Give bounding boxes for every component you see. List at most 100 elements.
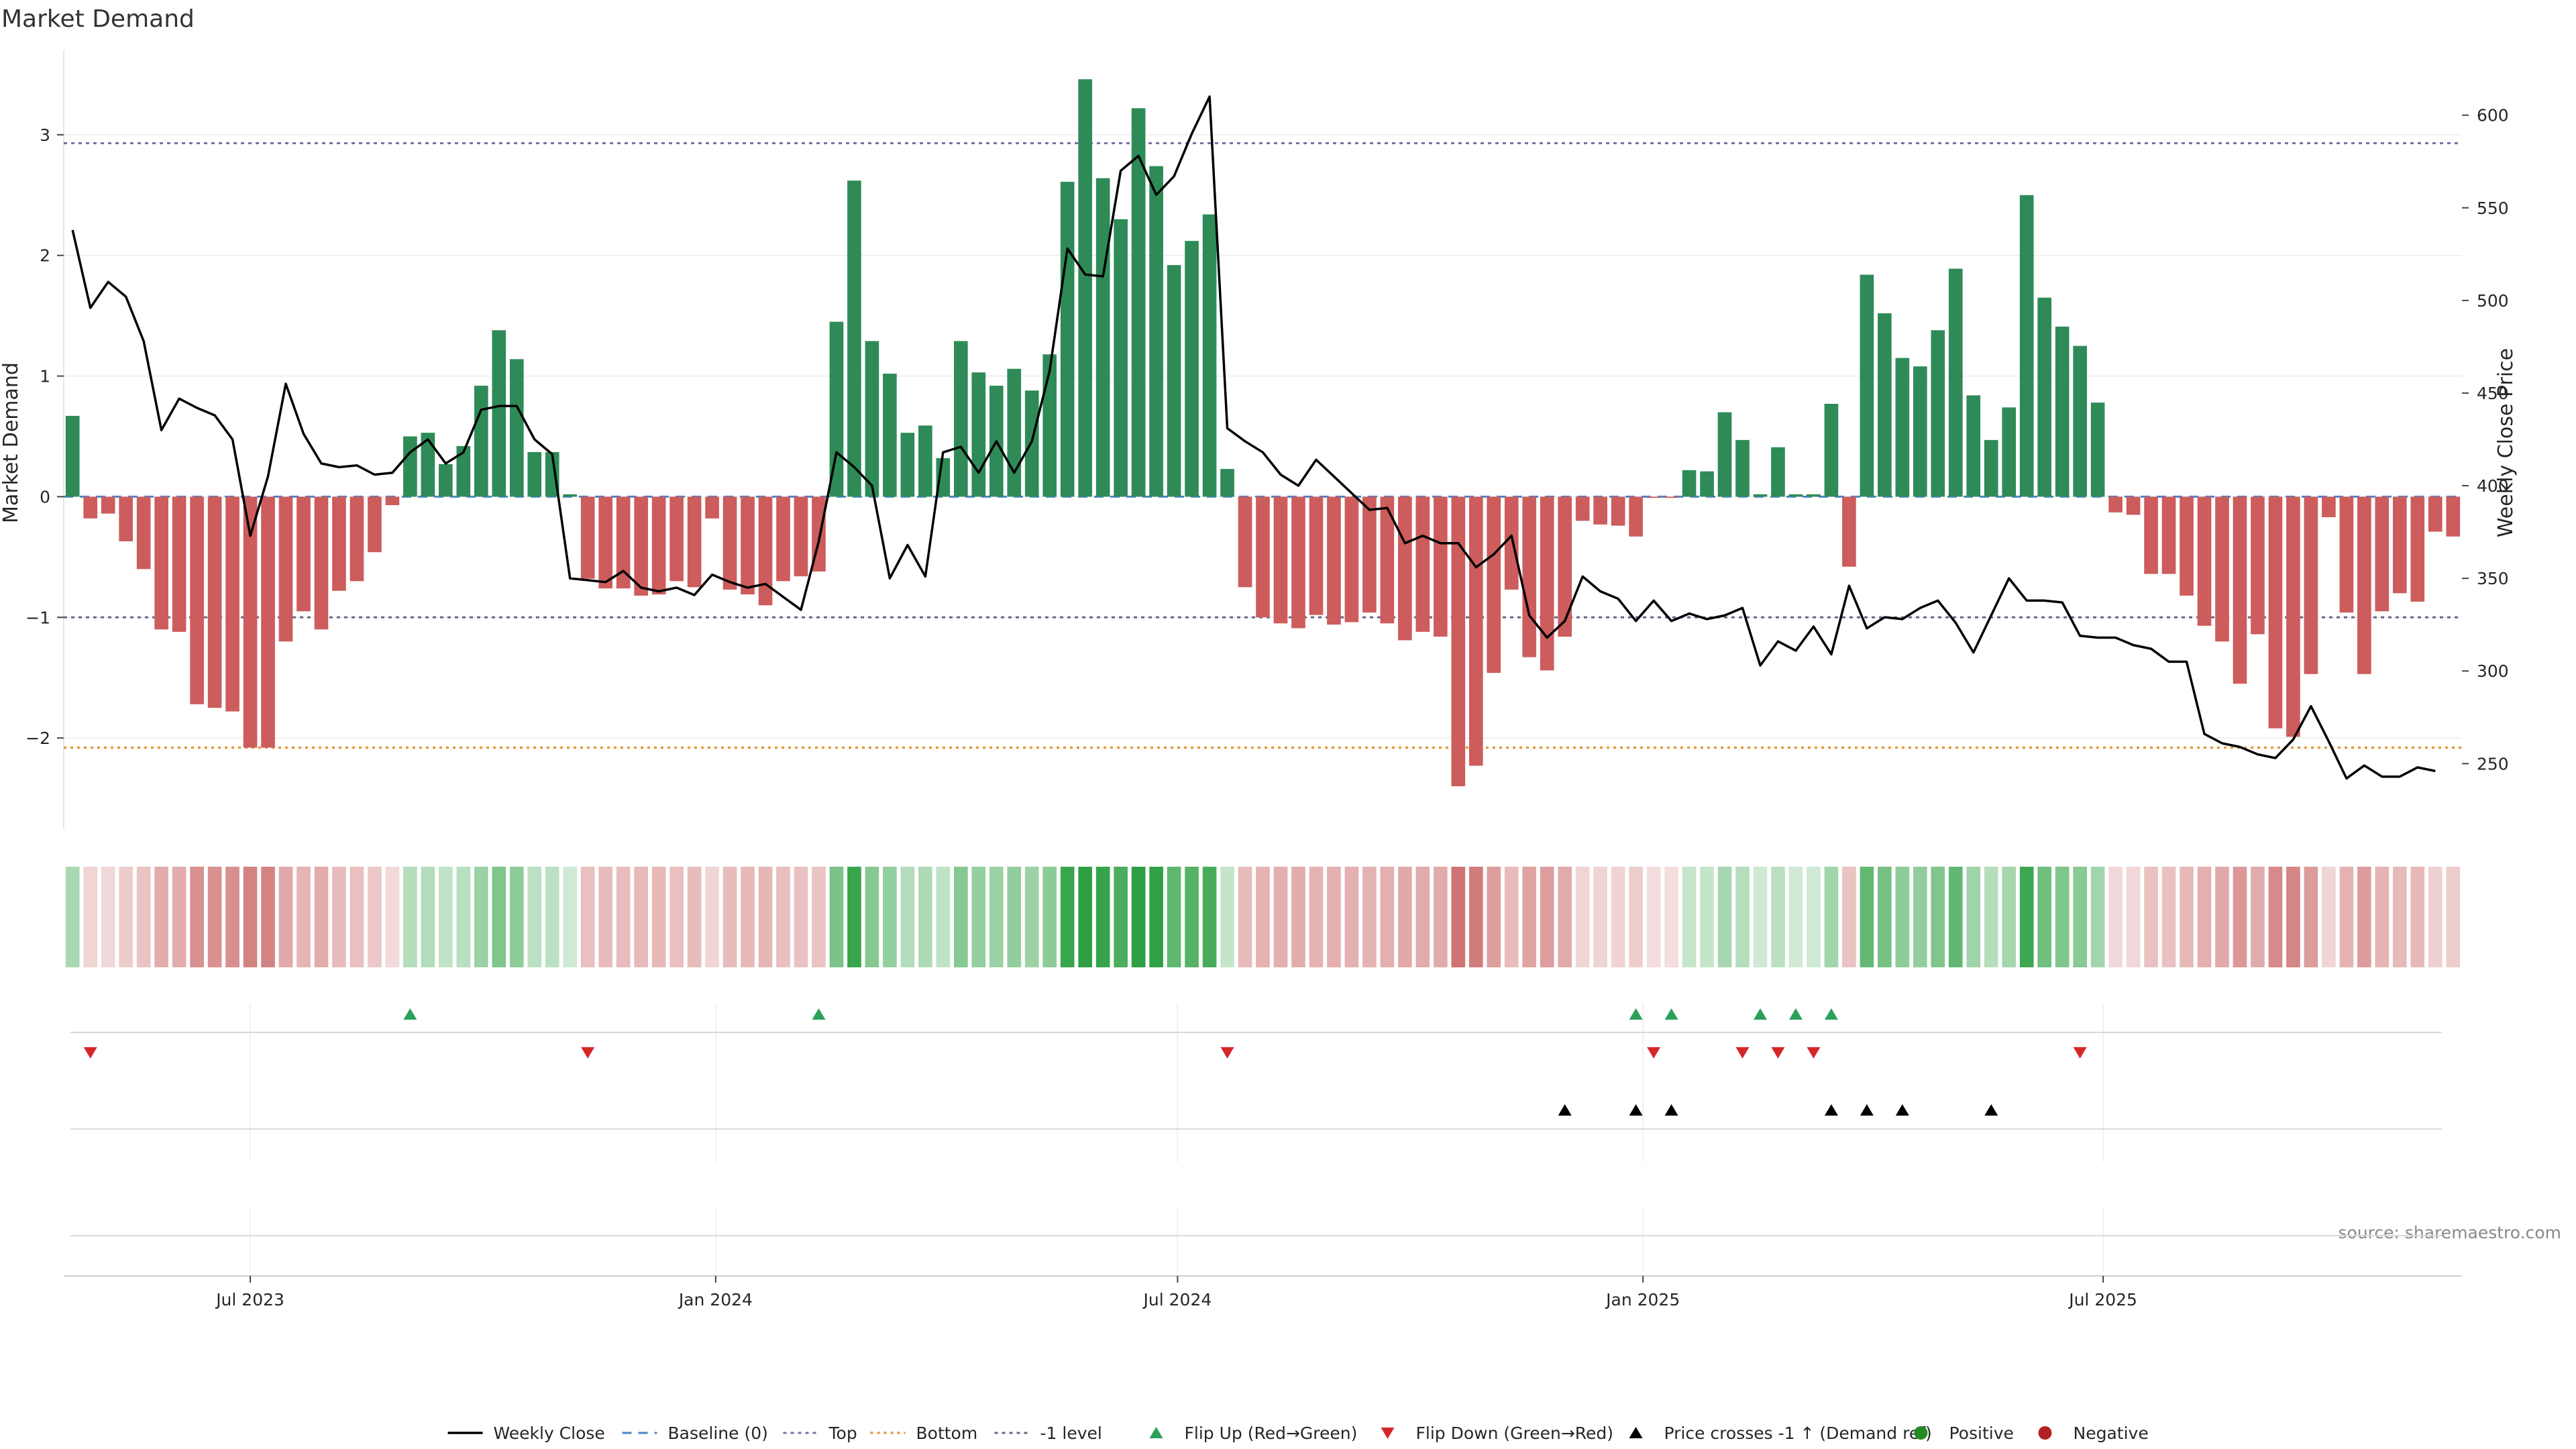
strip-cell — [261, 867, 275, 967]
strip-cell — [2286, 867, 2300, 967]
demand-bar — [1717, 412, 1732, 497]
strip-cell — [2180, 867, 2194, 967]
price-cross-marker — [1895, 1104, 1909, 1116]
legend-label: Negative — [2074, 1424, 2149, 1443]
strip-cell — [2233, 867, 2247, 967]
legend-swatch-flip-down — [1381, 1428, 1395, 1439]
demand-bar — [1824, 403, 1839, 497]
strip-cell — [829, 867, 844, 967]
strip-cell — [1060, 867, 1075, 967]
strip-cell — [207, 867, 222, 967]
strip-cell — [563, 867, 578, 967]
demand-bar — [1415, 496, 1430, 632]
demand-bar — [1984, 439, 1998, 497]
demand-bar — [1220, 469, 1234, 497]
strip-cell — [687, 867, 702, 967]
demand-bar — [278, 496, 293, 642]
strip-cell — [1024, 867, 1039, 967]
demand-bar — [2268, 496, 2283, 729]
strip-cell — [2108, 867, 2123, 967]
strip-cell — [776, 867, 790, 967]
demand-bar — [1433, 496, 1448, 637]
demand-bar — [971, 372, 986, 497]
strip-cell — [2268, 867, 2283, 967]
price-cross-marker — [1558, 1104, 1572, 1116]
demand-bar — [1593, 496, 1607, 525]
source-label: source: sharemaestro.com — [2339, 1223, 2562, 1242]
demand-bar — [314, 496, 329, 630]
price-cross-marker — [1984, 1104, 1998, 1116]
demand-bar — [2339, 496, 2354, 613]
chart-title: Market Demand — [1, 5, 195, 33]
legend-swatch-price-cross — [1629, 1427, 1643, 1438]
demand-bar — [243, 496, 258, 748]
y2-tick-label: 300 — [2477, 661, 2509, 681]
demand-bar — [421, 433, 435, 497]
demand-bar — [350, 496, 364, 582]
strip-cell — [492, 867, 506, 967]
y2-tick-label: 550 — [2477, 199, 2509, 218]
strip-cell — [2392, 867, 2407, 967]
price-cross-marker — [1860, 1104, 1874, 1116]
legend-label: Price crosses -1 ↑ (Demand ref) — [1664, 1424, 1932, 1443]
demand-bar — [190, 496, 204, 704]
demand-bar — [1309, 496, 1324, 615]
demand-bar — [2322, 496, 2336, 517]
strip-cell — [741, 867, 755, 967]
strip-cell — [989, 867, 1004, 967]
demand-bar — [332, 496, 346, 591]
legend-item: Negative — [2038, 1424, 2149, 1443]
strip-cell — [1717, 867, 1732, 967]
legend-label: Flip Up (Red→Green) — [1185, 1424, 1358, 1443]
demand-bar — [794, 496, 808, 577]
demand-bar — [1327, 496, 1341, 625]
demand-bar — [2392, 496, 2407, 594]
strip-cell — [1007, 867, 1022, 967]
strip-cell — [2126, 867, 2141, 967]
strip-cell — [953, 867, 968, 967]
strip-cell — [439, 867, 453, 967]
strip-cell — [2002, 867, 2017, 967]
demand-bar — [2108, 496, 2123, 513]
legend-label: Baseline (0) — [668, 1424, 768, 1443]
strip-cell — [350, 867, 364, 967]
strip-cell — [527, 867, 542, 967]
demand-bar — [1380, 496, 1395, 624]
y2-tick-label: 250 — [2477, 754, 2509, 773]
demand-bar — [2019, 195, 2034, 497]
legend: Weekly Close Baseline (0) Top Bottom -1 leve… — [447, 1424, 2149, 1443]
demand-bar — [1504, 496, 1519, 590]
demand-bar — [616, 496, 631, 589]
flip-down-marker — [581, 1047, 595, 1059]
demand-bar — [1788, 494, 1803, 497]
demand-bar — [172, 496, 186, 632]
y-tick-label: 0 — [40, 487, 50, 506]
strip-cell — [971, 867, 986, 967]
x-tick-label: Jul 2024 — [1142, 1290, 1212, 1309]
strip-cell — [1824, 867, 1839, 967]
demand-bar — [1913, 366, 1927, 497]
demand-bar — [953, 341, 968, 497]
demand-bar — [1842, 496, 1856, 567]
demand-bar — [83, 496, 98, 519]
price-cross-marker — [1629, 1104, 1643, 1116]
demand-bar — [297, 496, 311, 612]
demand-bar — [1007, 368, 1022, 497]
close-polyline — [71, 95, 2436, 780]
demand-bar — [225, 496, 239, 712]
strip-cell — [1415, 867, 1430, 967]
demand-bar — [65, 415, 80, 497]
demand-bar — [705, 496, 719, 519]
legend-item: -1 level — [994, 1424, 1102, 1443]
demand-bar — [154, 496, 168, 630]
demand-bar — [492, 330, 506, 497]
strip-cell — [1984, 867, 1998, 967]
demand-bar — [2286, 496, 2300, 737]
demand-bar — [474, 385, 488, 497]
strip-cell — [1468, 867, 1483, 967]
demand-bar — [598, 496, 613, 589]
flip-up-marker — [1824, 1008, 1838, 1020]
grid — [63, 50, 2462, 1271]
demand-bar — [1095, 178, 1110, 497]
